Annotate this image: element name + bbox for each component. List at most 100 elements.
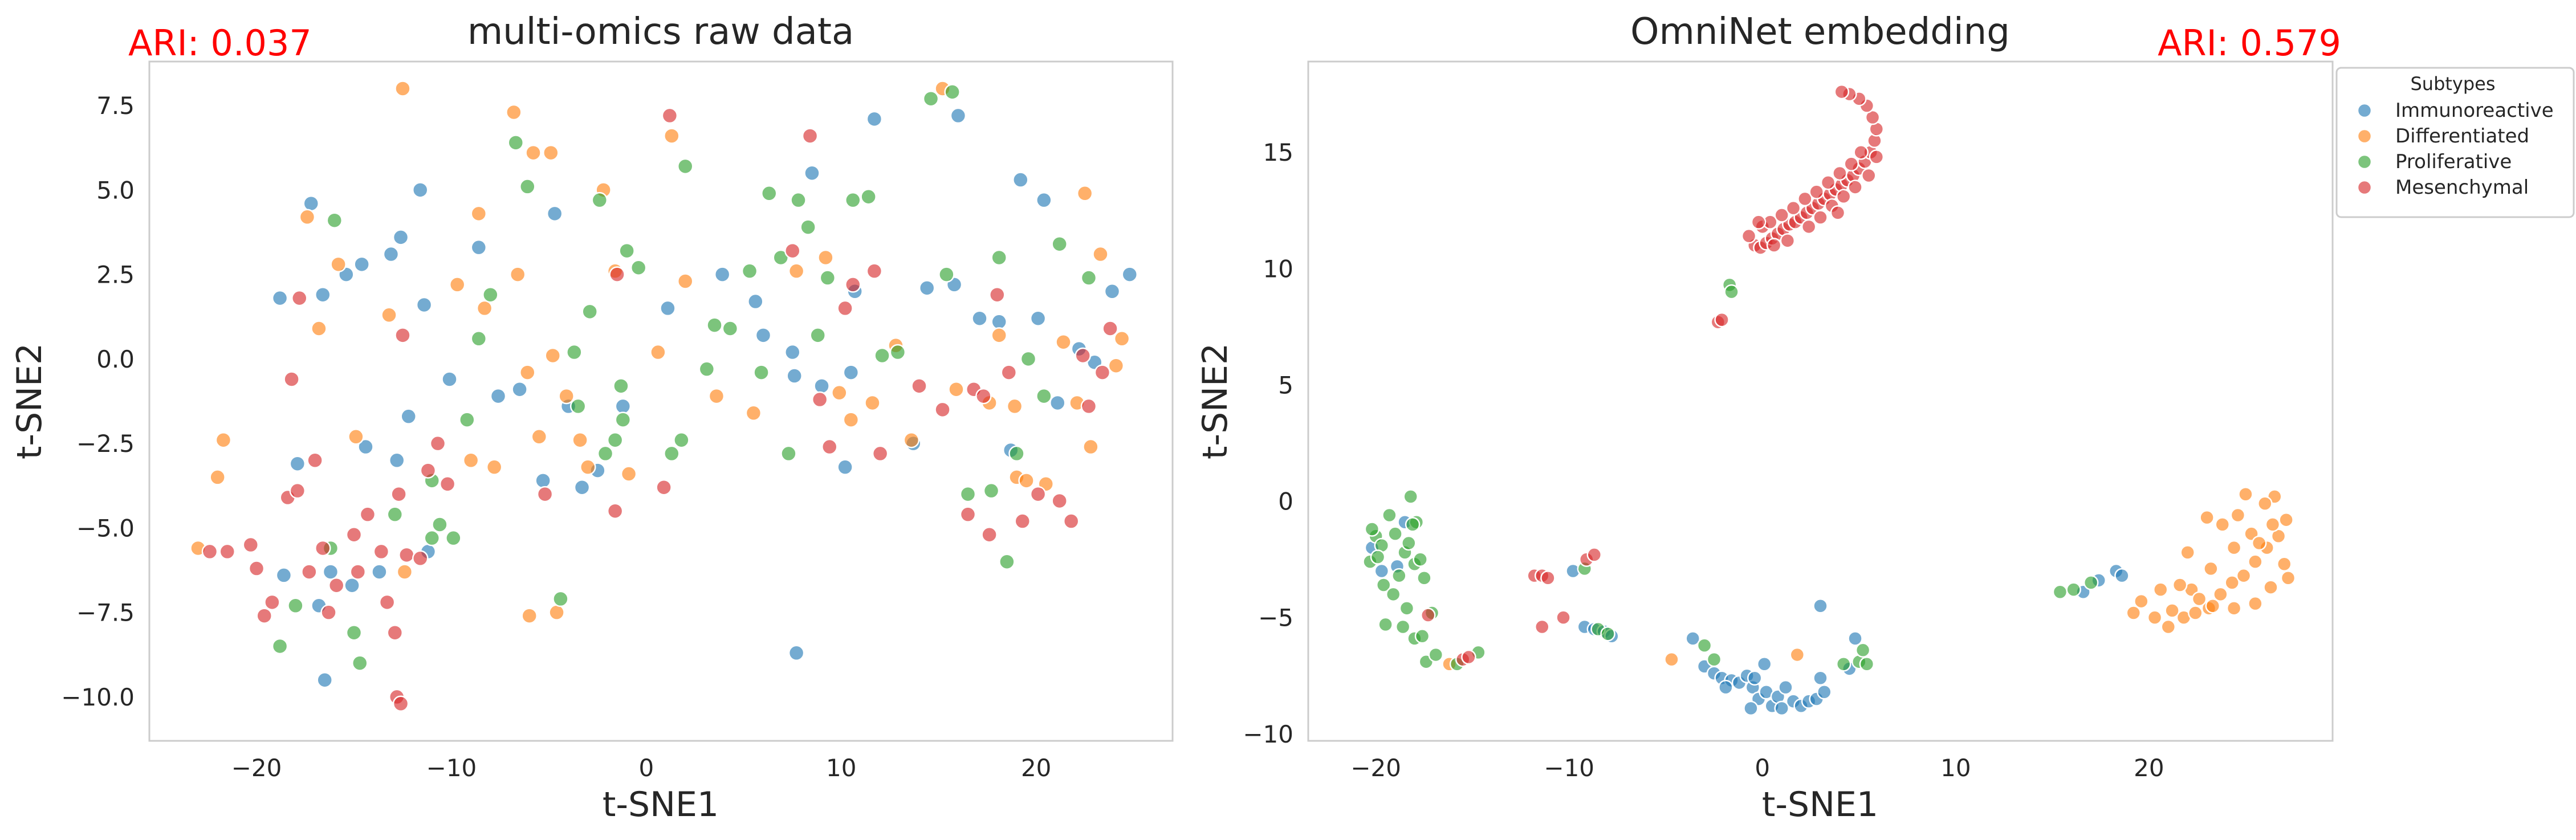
point-mesenchymal bbox=[609, 266, 625, 283]
point-differentiated bbox=[215, 431, 232, 448]
point-proliferative bbox=[991, 249, 1007, 266]
point-mesenchymal bbox=[811, 391, 828, 408]
point-differentiated bbox=[531, 429, 548, 445]
point-proliferative bbox=[618, 242, 635, 259]
left-plot-frame bbox=[148, 60, 1174, 742]
point-proliferative bbox=[938, 266, 955, 283]
point-mesenchymal bbox=[201, 543, 218, 560]
point-proliferative bbox=[1080, 270, 1097, 286]
point-mesenchymal bbox=[656, 479, 672, 496]
point-proliferative bbox=[482, 286, 499, 303]
point-immunoreactive bbox=[786, 368, 803, 384]
point-proliferative bbox=[1391, 568, 1407, 584]
point-differentiated bbox=[2147, 610, 2163, 625]
point-immunoreactive bbox=[747, 293, 764, 310]
right-y-tick-label: 15 bbox=[1263, 138, 1293, 166]
point-immunoreactive bbox=[322, 564, 339, 580]
point-mesenchymal bbox=[1540, 570, 1556, 586]
point-proliferative bbox=[2083, 575, 2099, 590]
left-x-tick-label: 0 bbox=[638, 754, 654, 782]
point-immunoreactive bbox=[344, 577, 360, 594]
point-differentiated bbox=[2160, 619, 2176, 635]
point-differentiated bbox=[2251, 535, 2267, 551]
point-mesenchymal bbox=[981, 526, 998, 543]
legend-marker-immunoreactive bbox=[2357, 103, 2372, 119]
point-mesenchymal bbox=[784, 242, 801, 259]
point-differentiated bbox=[381, 307, 397, 324]
point-mesenchymal bbox=[1420, 607, 1436, 623]
point-proliferative bbox=[615, 411, 632, 428]
point-differentiated bbox=[817, 249, 834, 266]
point-mesenchymal bbox=[420, 462, 437, 479]
point-mesenchymal bbox=[264, 594, 280, 611]
point-immunoreactive bbox=[289, 455, 306, 472]
point-differentiated bbox=[948, 381, 965, 398]
point-differentiated bbox=[2226, 540, 2242, 556]
point-proliferative bbox=[889, 344, 906, 361]
right-scatter-panel: OmniNet embedding ARI: 0.579 t-SNE1 t-SN… bbox=[1195, 11, 2575, 825]
point-immunoreactive bbox=[490, 388, 507, 405]
legend: Subtypes Immunoreactive DifferentiatedPro… bbox=[2335, 67, 2575, 218]
right-x-tick-label: 10 bbox=[1940, 754, 1971, 782]
point-immunoreactive bbox=[866, 111, 883, 128]
right-ari-annotation: ARI: 0.579 bbox=[2158, 22, 2341, 64]
point-immunoreactive bbox=[660, 300, 676, 317]
point-proliferative bbox=[591, 191, 608, 209]
point-mesenchymal bbox=[872, 445, 889, 462]
right-plot-frame bbox=[1307, 60, 2334, 742]
point-mesenchymal bbox=[911, 378, 927, 394]
point-differentiated bbox=[1076, 185, 1093, 202]
point-proliferative bbox=[597, 445, 614, 462]
point-mesenchymal bbox=[315, 540, 331, 557]
point-immunoreactive bbox=[1747, 670, 1763, 686]
legend-items: Immunoreactive DifferentiatedProliferativ… bbox=[2357, 99, 2554, 199]
point-proliferative bbox=[1378, 617, 1393, 633]
left-y-tick-label: 5.0 bbox=[96, 176, 135, 204]
point-immunoreactive bbox=[1104, 283, 1121, 300]
point-differentiated bbox=[572, 431, 588, 448]
point-mesenchymal bbox=[307, 452, 323, 469]
point-proliferative bbox=[780, 445, 797, 462]
left-y-tick-label: −5.0 bbox=[76, 514, 135, 542]
point-differentiated bbox=[519, 364, 536, 381]
point-differentiated bbox=[1113, 331, 1130, 347]
point-differentiated bbox=[677, 273, 694, 289]
right-y-tick-label: 0 bbox=[1278, 488, 1293, 516]
point-immunoreactive bbox=[1847, 631, 1863, 646]
point-differentiated bbox=[620, 466, 637, 482]
point-mesenchymal bbox=[373, 543, 390, 560]
point-proliferative bbox=[1403, 489, 1418, 504]
point-proliferative bbox=[959, 486, 976, 503]
point-mesenchymal bbox=[1869, 149, 1885, 165]
point-differentiated bbox=[486, 459, 503, 475]
point-immunoreactive bbox=[535, 472, 551, 489]
legend-label-proliferative: Proliferative bbox=[2395, 150, 2512, 173]
point-immunoreactive bbox=[1718, 679, 1733, 695]
point-mesenchymal bbox=[386, 624, 404, 641]
right-y-tick-label: −5 bbox=[1258, 604, 1293, 632]
point-differentiated bbox=[788, 263, 805, 279]
point-immunoreactive bbox=[1778, 679, 1793, 695]
point-mesenchymal bbox=[801, 128, 819, 144]
point-proliferative bbox=[1600, 626, 1615, 642]
point-proliferative bbox=[698, 361, 715, 377]
point-immunoreactive bbox=[416, 296, 433, 313]
point-immunoreactive bbox=[412, 182, 429, 198]
point-proliferative bbox=[1020, 350, 1037, 368]
point-mesenchymal bbox=[1075, 347, 1091, 364]
right-x-tick-label: 0 bbox=[1755, 754, 1770, 782]
point-proliferative bbox=[790, 191, 807, 209]
left-y-tick-label: 2.5 bbox=[96, 261, 135, 289]
point-immunoreactive bbox=[400, 408, 417, 425]
point-mesenchymal bbox=[1535, 619, 1550, 635]
right-x-tick-label: −10 bbox=[1544, 754, 1594, 782]
point-differentiated bbox=[2134, 593, 2149, 609]
point-immunoreactive bbox=[918, 280, 935, 296]
right-y-tick-label: 10 bbox=[1263, 255, 1293, 283]
legend-marker-differentiated bbox=[2357, 128, 2372, 144]
point-immunoreactive bbox=[991, 313, 1007, 330]
point-differentiated bbox=[843, 411, 860, 428]
point-proliferative bbox=[607, 431, 624, 448]
point-mesenchymal bbox=[1461, 649, 1476, 665]
point-proliferative bbox=[630, 259, 647, 276]
